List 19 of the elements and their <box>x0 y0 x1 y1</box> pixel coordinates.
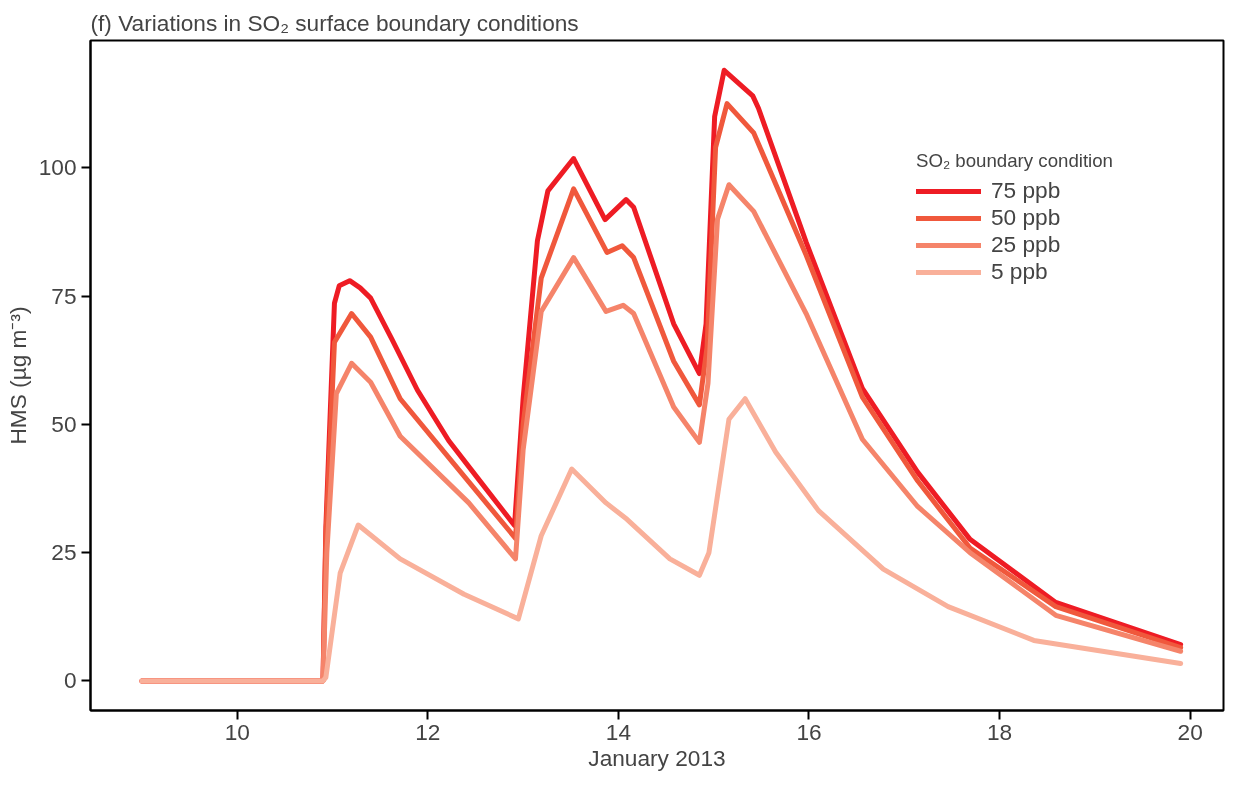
x-tick-label: 14 <box>605 718 632 745</box>
x-tick-label: 12 <box>415 718 441 745</box>
x-tick-label: 16 <box>796 718 822 745</box>
chart-title: (f) Variations in SO₂ surface boundary conditions <box>90 9 579 36</box>
x-axis-title: January 2013 <box>588 744 726 771</box>
y-axis-title: HMS (µg m⁻³) <box>4 306 31 445</box>
y-tick-label: 75 <box>51 282 77 309</box>
y-tick-label: 0 <box>63 667 77 694</box>
legend-title: SO₂ boundary condition <box>915 150 1113 172</box>
legend-label: 75 ppb <box>990 177 1061 204</box>
x-tick-label: 20 <box>1177 718 1203 745</box>
y-tick-label: 50 <box>51 410 77 437</box>
x-tick-label: 10 <box>224 718 250 745</box>
legend-label: 5 ppb <box>990 258 1048 285</box>
legend-label: 25 ppb <box>990 231 1061 258</box>
y-tick-label: 100 <box>38 154 77 181</box>
y-tick-label: 25 <box>51 539 77 566</box>
legend-label: 50 ppb <box>990 204 1061 231</box>
x-tick-label: 18 <box>986 718 1013 745</box>
